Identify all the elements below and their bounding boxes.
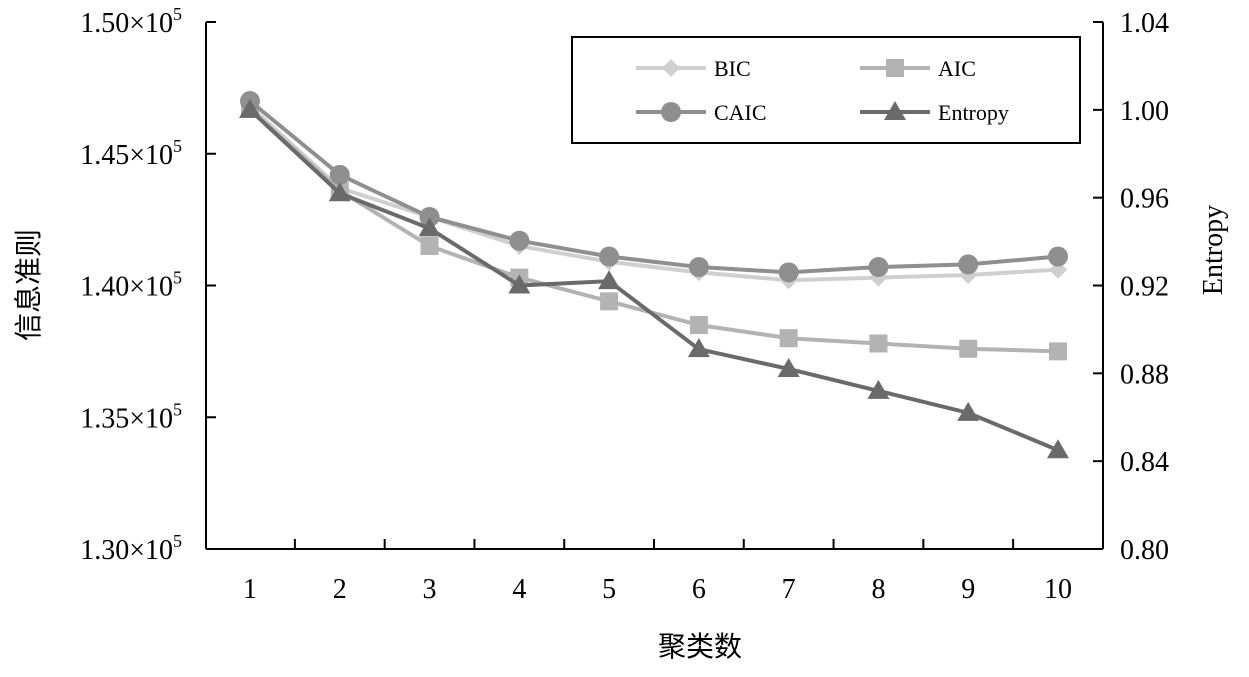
x-tick-label: 10	[1044, 574, 1072, 605]
series-line-entropy	[248, 108, 1059, 453]
plot-area: 1 2 3 4 5 6 7 8 9 10 1.30×105 1.35×105 1.40×105 1.45×…	[80, 4, 1169, 605]
y-left-tick-label: 1.45×105	[80, 136, 182, 171]
data-point-entropy	[508, 274, 531, 294]
data-point-caic	[599, 246, 620, 267]
data-point-entropy	[777, 357, 800, 377]
data-point-aic	[779, 329, 798, 348]
y-right-tick-label: 0.96	[1120, 184, 1169, 215]
legend-box	[571, 36, 1081, 144]
data-point-entropy	[598, 270, 621, 290]
data-point-aic	[689, 316, 708, 335]
legend-marker-caic	[661, 102, 681, 122]
x-tick-label: 2	[333, 574, 347, 605]
x-tick-label: 8	[871, 574, 885, 605]
legend-marker-entropy	[884, 101, 906, 120]
data-point-aic	[600, 292, 619, 311]
data-point-caic	[958, 254, 979, 275]
y-left-tick-label: 1.40×105	[80, 268, 182, 303]
y-right-tick-label: 0.88	[1120, 359, 1169, 390]
data-point-aic	[959, 339, 978, 358]
y-right-tick-label: 0.80	[1120, 535, 1169, 566]
legend-label-aic: AIC	[938, 56, 976, 81]
x-tick-label: 4	[512, 574, 526, 605]
y-left-tick-label: 1.35×105	[80, 399, 182, 434]
x-axis-title: 聚类数	[658, 630, 742, 663]
y-right-tick-label: 1.04	[1120, 8, 1169, 39]
legend-marker-bic	[662, 59, 680, 77]
y-axis-left-title: 信息准则	[12, 229, 45, 341]
y-right-tick-label: 1.00	[1120, 96, 1169, 127]
x-tick-label: 3	[423, 574, 437, 605]
data-point-entropy	[239, 98, 261, 118]
legend-label-caic: CAIC	[714, 100, 767, 125]
y-axis-right-title: Entropy	[1198, 205, 1229, 295]
data-point-aic	[420, 236, 439, 255]
data-point-caic	[509, 230, 530, 251]
y-right-tick-label: 0.84	[1120, 447, 1169, 478]
x-tick-label: 7	[782, 574, 796, 605]
legend: BIC AIC CAIC Entropy	[571, 36, 1081, 144]
data-point-caic	[778, 262, 799, 283]
x-tick-label: 5	[602, 574, 616, 605]
data-point-caic	[688, 257, 709, 278]
x-tick-label: 6	[692, 574, 706, 605]
data-point-entropy	[687, 338, 710, 358]
data-point-aic	[869, 334, 888, 353]
series-line-caic	[248, 99, 1059, 275]
data-point-entropy	[328, 182, 351, 202]
y-left-tick-label: 1.50×105	[80, 4, 182, 39]
data-point-aic	[1049, 342, 1067, 361]
y-left-tick-label: 1.30×105	[80, 531, 182, 566]
data-point-entropy	[957, 401, 980, 421]
legend-marker-aic	[886, 59, 904, 77]
data-point-caic	[419, 206, 440, 227]
x-tick-label: 1	[243, 574, 257, 605]
data-point-entropy	[418, 217, 441, 237]
data-point-entropy	[1047, 439, 1069, 459]
data-point-entropy	[867, 379, 890, 399]
x-tick-label: 9	[961, 574, 975, 605]
legend-label-entropy: Entropy	[938, 100, 1009, 125]
legend-label-bic: BIC	[714, 56, 751, 81]
series-line-bic	[248, 104, 1059, 283]
data-point-caic	[1048, 246, 1068, 267]
y-right-tick-label: 0.92	[1120, 272, 1169, 303]
data-point-caic	[329, 164, 350, 185]
data-point-caic	[868, 257, 889, 278]
